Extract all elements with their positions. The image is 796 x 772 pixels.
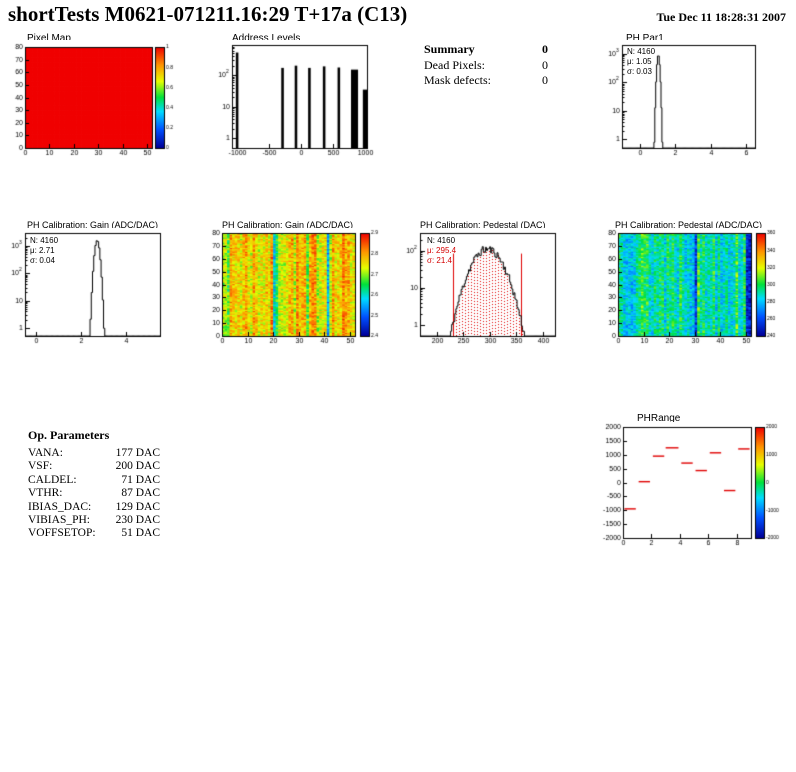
op-param-label: VTHR: [28, 487, 63, 500]
summary-block: Summary 0 Dead Pixels: 0 Mask defects: 0 [424, 42, 548, 89]
op-param-value: 87 DAC [121, 487, 160, 500]
gain-histogram [8, 228, 198, 346]
op-param-row: CALDEL: 71 DAC [28, 474, 160, 487]
ph-par1-histogram [598, 40, 793, 158]
op-param-label: VOFFSETOP: [28, 527, 96, 540]
ph-par1-title: PH Par1 [626, 33, 664, 44]
op-param-label: CALDEL: [28, 473, 77, 486]
op-param-value: 129 DAC [115, 500, 160, 513]
pedestal-histogram [403, 228, 593, 346]
dead-pixels-label: Dead Pixels: [424, 57, 485, 72]
stat-mean: μ: 2.71 [30, 246, 55, 255]
op-param-label: VANA: [28, 447, 63, 459]
page-title: shortTests M0621-071211.16:29 T+17a (C13… [8, 2, 408, 26]
stat-sigma: σ: 0.04 [30, 256, 55, 265]
stat-sigma: σ: 21.4 [427, 256, 452, 265]
op-param-value: 177 DAC [115, 447, 160, 459]
op-param-label: IBIAS_DAC: [28, 500, 92, 513]
summary-total: 0 [542, 42, 548, 56]
gain-map-title: PH Calibration: Gain (ADC/DAC) [222, 220, 354, 230]
op-param-value: 51 DAC [121, 527, 160, 540]
pedestal-map-title: PH Calibration: Pedestal (ADC/DAC) [615, 220, 763, 230]
stat-entries: N: 4160 [427, 236, 456, 245]
gain-hist-stats: N: 4160 μ: 2.71 σ: 0.04 [30, 236, 58, 266]
summary-title: Summary [424, 42, 475, 56]
address-levels-histogram [205, 40, 393, 158]
summary-row-mask-defects: Mask defects: 0 [424, 73, 548, 89]
op-param-row: VTHR: 87 DAC [28, 487, 160, 500]
op-param-row: VANA: 177 DAC [28, 447, 160, 460]
dead-pixels-value: 0 [542, 57, 548, 72]
ph-par1-stats: N: 4160 μ: 1.05 σ: 0.03 [627, 47, 655, 77]
mask-defects-value: 0 [542, 73, 548, 87]
pixel-map-heatmap [8, 40, 198, 158]
op-param-value: 230 DAC [115, 514, 160, 527]
pedestal-heatmap [601, 228, 796, 346]
timestamp: Tue Dec 11 18:28:31 2007 [656, 10, 786, 24]
pixel-map-title: Pixel Map [27, 33, 71, 44]
op-parameters-title: Op. Parameters [28, 428, 110, 442]
op-param-label: VSF: [28, 460, 53, 473]
op-param-row: IBIAS_DAC: 129 DAC [28, 501, 160, 514]
op-param-row: VIBIAS_PH: 230 DAC [28, 514, 160, 527]
ph-range-plot [598, 422, 796, 550]
address-levels-title: Address Levels [232, 33, 301, 44]
op-param-row: VSF: 200 DAC [28, 460, 160, 473]
op-param-row: VOFFSETOP: 51 DAC [28, 527, 160, 540]
op-parameters-block: Op. Parameters VANA: 177 DAC VSF: 200 DA… [28, 428, 160, 541]
mask-defects-label: Mask defects: [424, 73, 491, 87]
stat-sigma: σ: 0.03 [627, 67, 652, 76]
stat-mean: μ: 1.05 [627, 57, 652, 66]
op-param-value: 200 DAC [115, 460, 160, 473]
stat-entries: N: 4160 [30, 236, 59, 245]
pedestal-hist-title: PH Calibration: Pedestal (DAC) [420, 220, 546, 230]
op-param-value: 71 DAC [121, 473, 160, 486]
op-param-label: VIBIAS_PH: [28, 514, 90, 527]
summary-row-dead-pixels: Dead Pixels: 0 [424, 58, 548, 74]
ph-range-title: PHRange [637, 413, 681, 424]
summary-header-row: Summary 0 [424, 42, 548, 58]
pedestal-hist-stats: N: 4160 μ: 295.4 σ: 21.4 [427, 236, 456, 266]
stat-mean: μ: 295.4 [427, 246, 457, 255]
gain-heatmap [205, 228, 395, 346]
gain-hist-title: PH Calibration: Gain (ADC/DAC) [27, 220, 159, 230]
stat-entries: N: 4160 [627, 47, 656, 56]
